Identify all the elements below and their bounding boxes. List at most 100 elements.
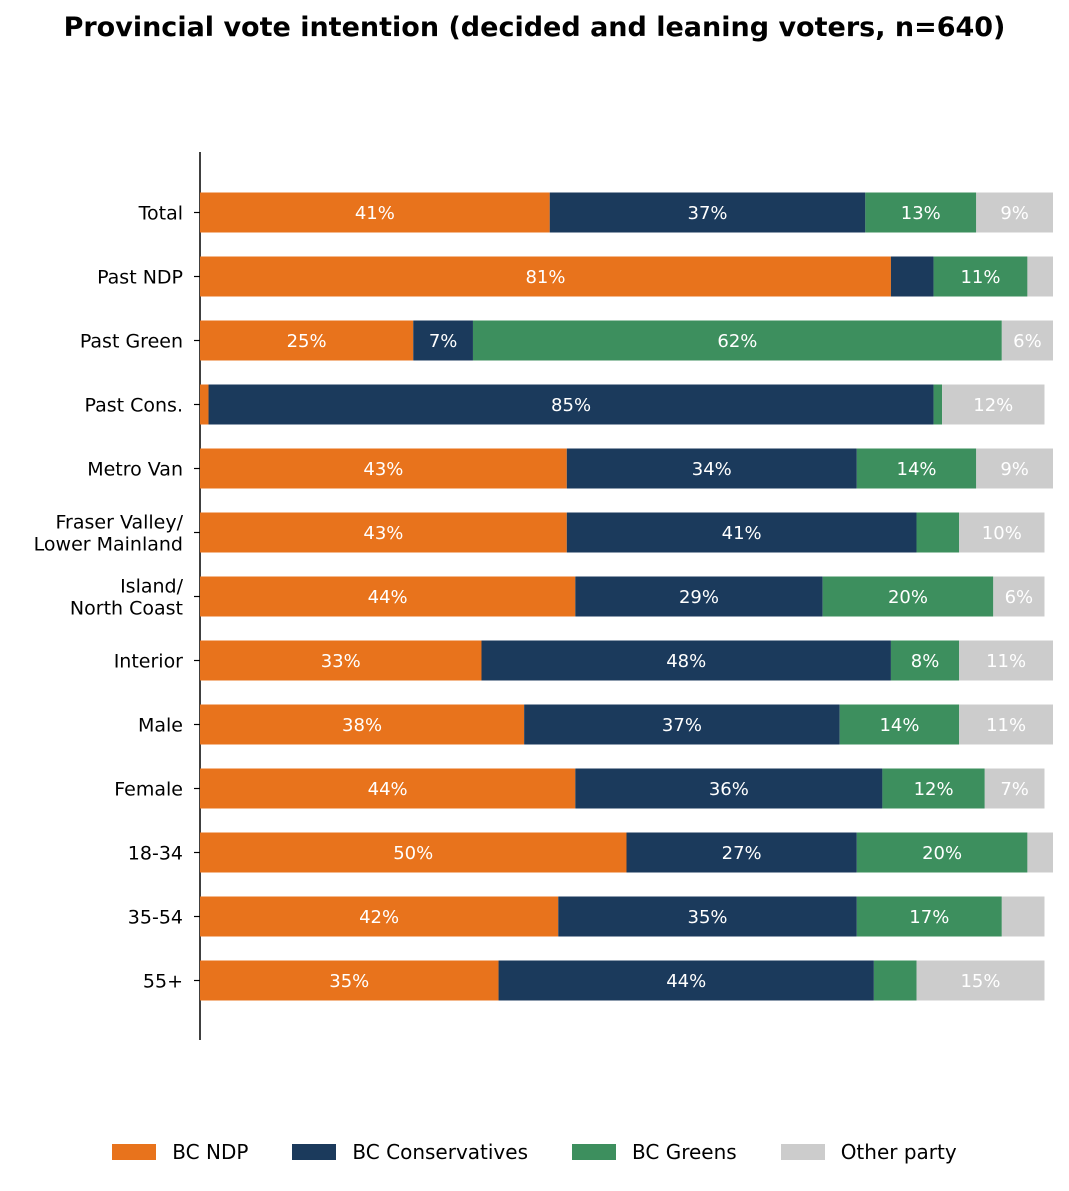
bar-bc-ndp-female [200, 768, 576, 809]
y-tick-label-male: Male [138, 715, 183, 737]
bar-bc-ndp-past-cons [200, 384, 209, 425]
data-label-bc-ndp-interior: 33% [321, 651, 361, 672]
y-tick-label-total: Total [138, 203, 183, 225]
data-label-bc-ndp-island-north-coast: 44% [368, 587, 408, 608]
data-label-bc-conservatives-interior: 48% [666, 651, 706, 672]
y-tick-label-fraser-valley-lower-mainland: Fraser Valley/Lower Mainland [34, 512, 184, 556]
bar-bc-ndp-total [200, 192, 550, 233]
bar-bc-conservatives-male [524, 704, 840, 745]
data-label-bc-ndp-35-54: 42% [359, 907, 399, 928]
data-label-bc-conservatives-35-54: 35% [688, 907, 728, 928]
bar-bc-greens-past-cons [933, 384, 943, 425]
legend-label-conservatives: BC Conservatives [352, 1140, 528, 1164]
bar-bc-ndp-18-34 [200, 832, 627, 873]
legend-label-other: Other party [840, 1140, 957, 1164]
chart-title: Provincial vote intention (decided and l… [63, 12, 1006, 43]
data-label-bc-ndp-past-green: 25% [287, 331, 327, 352]
bar-other-party-fraser-valley-lower-mainland [959, 512, 1045, 553]
data-label-other-party-total: 9% [1000, 203, 1029, 224]
data-label-bc-greens-past-green: 62% [717, 331, 757, 352]
bar-other-party-interior [959, 640, 1053, 681]
y-tick-label-past-ndp: Past NDP [97, 267, 183, 289]
bar-bc-greens-past-ndp [933, 256, 1028, 297]
data-label-bc-greens-total: 13% [901, 203, 941, 224]
data-label-bc-conservatives-female: 36% [709, 779, 749, 800]
data-label-other-party-female: 7% [1000, 779, 1029, 800]
bar-other-party-island-north-coast [993, 576, 1045, 617]
legend-label-greens: BC Greens [632, 1140, 737, 1164]
data-label-bc-conservatives-past-green: 7% [429, 331, 458, 352]
bar-bc-greens-interior [890, 640, 960, 681]
data-label-other-party-55: 15% [960, 971, 1000, 992]
bar-other-party-35-54 [1001, 896, 1045, 937]
bar-bc-conservatives-interior [481, 640, 891, 681]
bar-bc-greens-past-green [472, 320, 1002, 361]
bar-other-party-male [959, 704, 1053, 745]
stacked-bar-chart: Total 41% 37% 13% 9% Past NDP 81% 11% Past Green… [34, 152, 1053, 1040]
bar-bc-greens-55 [873, 960, 917, 1001]
legend-item-ndp: BC NDP [112, 1140, 248, 1164]
legend-swatch-ndp [112, 1144, 157, 1160]
bar-other-party-female [984, 768, 1045, 809]
data-label-other-party-male: 11% [986, 715, 1026, 736]
bar-bc-greens-18-34 [856, 832, 1028, 873]
bar-other-party-total [976, 192, 1053, 233]
y-tick-label-past-cons: Past Cons. [84, 395, 183, 417]
data-label-bc-conservatives-fraser-valley-lower-mainland: 41% [722, 523, 762, 544]
data-label-bc-greens-past-ndp: 11% [960, 267, 1000, 288]
legend-swatch-other [780, 1144, 825, 1160]
bar-bc-greens-male [839, 704, 960, 745]
data-label-bc-conservatives-island-north-coast: 29% [679, 587, 719, 608]
bar-other-party-past-green [1001, 320, 1053, 361]
bar-bc-ndp-past-ndp [200, 256, 891, 297]
data-label-bc-ndp-total: 41% [355, 203, 395, 224]
bar-bc-ndp-interior [200, 640, 482, 681]
y-tick-label-55: 55+ [143, 971, 183, 993]
bar-bc-conservatives-female [575, 768, 883, 809]
y-tick-label-island-north-coast: Island/North Coast [70, 576, 184, 620]
bar-bc-ndp-fraser-valley-lower-mainland [200, 512, 567, 553]
legend-item-other: Other party [780, 1140, 957, 1164]
data-label-bc-conservatives-metro-van: 34% [692, 459, 732, 480]
legend-swatch-greens [572, 1144, 616, 1160]
bar-other-party-metro-van [976, 448, 1053, 489]
data-label-bc-greens-female: 12% [914, 779, 954, 800]
data-label-bc-conservatives-18-34: 27% [722, 843, 762, 864]
bar-other-party-18-34 [1027, 832, 1053, 873]
bar-bc-ndp-past-green [200, 320, 414, 361]
data-label-bc-greens-male: 14% [879, 715, 919, 736]
data-label-bc-greens-interior: 8% [911, 651, 940, 672]
data-label-other-party-past-green: 6% [1013, 331, 1042, 352]
data-label-bc-greens-18-34: 20% [922, 843, 962, 864]
y-tick-label-35-54: 35-54 [128, 907, 183, 929]
y-tick-label-past-green: Past Green [80, 331, 183, 353]
bar-bc-conservatives-35-54 [558, 896, 857, 937]
bar-bc-ndp-35-54 [200, 896, 559, 937]
bar-bc-greens-fraser-valley-lower-mainland [916, 512, 960, 553]
bar-bc-greens-total [865, 192, 977, 233]
y-tick-label-interior: Interior [114, 651, 183, 673]
legend-swatch-conservatives [292, 1144, 337, 1160]
data-label-bc-ndp-female: 44% [368, 779, 408, 800]
bar-bc-greens-female [882, 768, 985, 809]
data-label-bc-greens-metro-van: 14% [897, 459, 937, 480]
data-label-bc-ndp-fraser-valley-lower-mainland: 43% [363, 523, 403, 544]
bar-bc-conservatives-past-ndp [890, 256, 934, 297]
bar-other-party-past-cons [942, 384, 1045, 425]
data-label-bc-conservatives-total: 37% [688, 203, 728, 224]
data-label-bc-greens-island-north-coast: 20% [888, 587, 928, 608]
bar-other-party-past-ndp [1027, 256, 1053, 297]
bar-bc-conservatives-18-34 [626, 832, 857, 873]
legend-item-greens: BC Greens [572, 1140, 737, 1164]
data-label-other-party-interior: 11% [986, 651, 1026, 672]
data-label-bc-ndp-male: 38% [342, 715, 382, 736]
data-label-bc-conservatives-male: 37% [662, 715, 702, 736]
legend: BC NDP BC Conservatives BC Greens Other … [0, 1140, 1069, 1164]
data-label-bc-conservatives-55: 44% [666, 971, 706, 992]
bar-bc-conservatives-past-cons [208, 384, 934, 425]
bar-bc-ndp-metro-van [200, 448, 567, 489]
bar-bc-ndp-male [200, 704, 525, 745]
bar-bc-conservatives-fraser-valley-lower-mainland [566, 512, 917, 553]
data-label-bc-conservatives-past-cons: 85% [551, 395, 591, 416]
y-tick-label-18-34: 18-34 [128, 843, 183, 865]
